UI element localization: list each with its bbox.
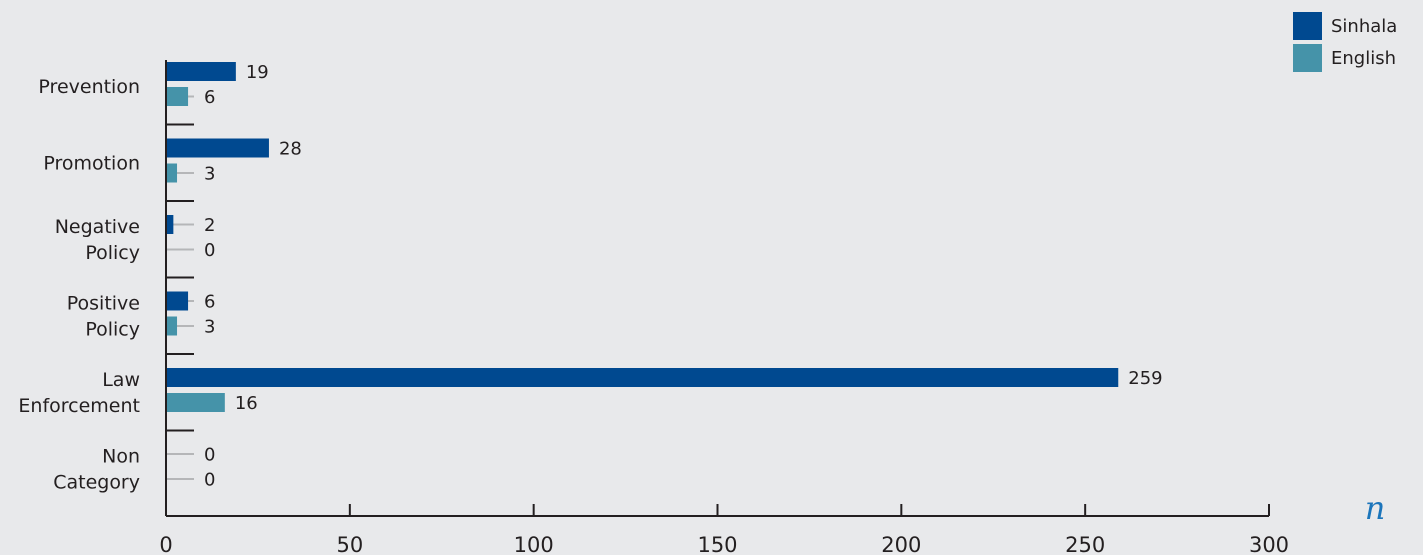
bar-sinhala bbox=[166, 368, 1119, 387]
bar-sinhala bbox=[166, 62, 236, 81]
category-label: Policy bbox=[85, 319, 140, 341]
x-tick-label: 200 bbox=[881, 533, 921, 555]
axes: 0 50 100 150 200 250 300 bbox=[159, 60, 1289, 555]
value-label-sinhala: 2 bbox=[204, 215, 215, 236]
value-label-sinhala: 259 bbox=[1128, 368, 1162, 389]
category-label: Enforcement bbox=[18, 395, 140, 417]
legend-swatch-sinhala bbox=[1293, 12, 1322, 40]
bar-english bbox=[166, 316, 178, 336]
category-label: Law bbox=[102, 369, 140, 391]
bar-sinhala bbox=[166, 291, 189, 311]
legend: Sinhala English bbox=[1293, 12, 1397, 72]
value-label-english: 3 bbox=[204, 164, 215, 185]
bar-english bbox=[166, 163, 178, 183]
x-tick-label: 50 bbox=[336, 533, 363, 555]
value-label-sinhala: 6 bbox=[204, 292, 215, 313]
value-label-sinhala: 28 bbox=[279, 139, 302, 160]
value-label-english: 0 bbox=[204, 470, 215, 491]
bar-sinhala bbox=[166, 138, 269, 158]
legend-label-english: English bbox=[1331, 48, 1396, 69]
x-tick-label: 0 bbox=[159, 533, 172, 555]
value-label-english: 0 bbox=[204, 240, 215, 261]
category-label: Non bbox=[102, 446, 140, 468]
category-label: Category bbox=[53, 472, 140, 494]
x-tick-label: 100 bbox=[514, 533, 554, 555]
value-label-english: 3 bbox=[204, 317, 215, 338]
category-label: Policy bbox=[85, 242, 140, 264]
category-label: Positive bbox=[67, 293, 140, 315]
legend-swatch-english bbox=[1293, 44, 1322, 72]
x-tick-label: 150 bbox=[697, 533, 737, 555]
bar-english bbox=[166, 87, 189, 106]
bars: 19 6 Prevention 28 3 Promotion 2 0 Negative Polic… bbox=[18, 62, 1163, 494]
bar-english bbox=[166, 393, 225, 412]
value-label-english: 6 bbox=[204, 87, 215, 108]
value-label-sinhala: 0 bbox=[204, 445, 215, 466]
x-axis-unit-label: n bbox=[1365, 489, 1386, 527]
category-label: Prevention bbox=[38, 76, 140, 98]
value-label-sinhala: 19 bbox=[246, 62, 269, 83]
category-label: Promotion bbox=[43, 153, 140, 175]
category-label: Negative bbox=[55, 216, 140, 238]
value-label-english: 16 bbox=[235, 393, 258, 414]
bar-sinhala bbox=[166, 215, 174, 234]
legend-label-sinhala: Sinhala bbox=[1331, 16, 1397, 37]
x-tick-label: 250 bbox=[1065, 533, 1105, 555]
x-tick-label: 300 bbox=[1249, 533, 1289, 555]
